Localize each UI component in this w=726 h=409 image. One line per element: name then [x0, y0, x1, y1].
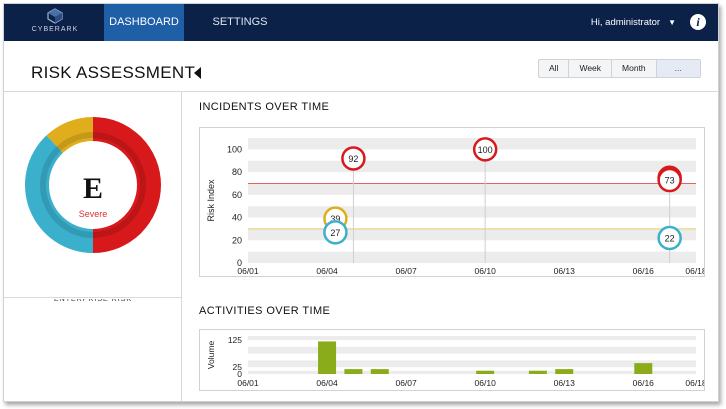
- incident-point-label: 92: [348, 154, 358, 164]
- tab-settings[interactable]: SETTINGS: [212, 16, 268, 28]
- incident-point-label: 27: [330, 228, 340, 238]
- x-tick-label: 06/01: [237, 378, 259, 388]
- activity-bar: [476, 370, 495, 374]
- donut-segment-red: [93, 117, 161, 253]
- cyberark-logo[interactable]: CYBERARK: [30, 8, 80, 38]
- y-tick-label: 80: [232, 167, 242, 177]
- top-navbar: CYBERARK DASHBOARD SETTINGS Hi, administ…: [4, 4, 718, 41]
- grid-band: [248, 160, 696, 173]
- info-icon[interactable]: i: [690, 14, 706, 30]
- filter-month-button[interactable]: Month: [612, 60, 657, 77]
- user-greeting: Hi, administrator: [590, 17, 661, 28]
- grid-band: [248, 206, 696, 218]
- x-tick-label: 06/04: [316, 266, 338, 276]
- risk-severity: Severe: [78, 209, 108, 219]
- collapse-arrow-icon[interactable]: [194, 67, 201, 79]
- activities-chart-box: 0 25 125 Volume 06/01 06/04 06/07 06/10 06/13 06/…: [199, 329, 707, 391]
- incidents-title: INCIDENTS OVER TIME: [199, 101, 330, 113]
- grid-band: [248, 251, 696, 263]
- page-header: RISK ASSESSMENT All Week Month ...: [4, 41, 718, 92]
- grid-band: [248, 370, 696, 374]
- y-tick-label: 125: [228, 335, 242, 345]
- activity-bar: [370, 369, 389, 374]
- x-tick-label: 06/10: [475, 378, 497, 388]
- grid-band: [248, 360, 696, 368]
- logo-cube-icon: [47, 8, 63, 24]
- y-tick-label: 20: [232, 235, 242, 245]
- x-tick-label: 06/13: [554, 378, 576, 388]
- logo-text: CYBERARK: [31, 26, 79, 33]
- donut-center: [50, 142, 136, 228]
- truncated-label: ENTERPRISE RISK: [54, 299, 133, 303]
- grid-band: [248, 336, 696, 341]
- x-tick-label: 06/16: [633, 266, 655, 276]
- activity-bar: [528, 370, 547, 374]
- donut-segment-teal: [24, 135, 94, 253]
- donut-inner-shade: [92, 132, 146, 238]
- time-filter-group: All Week Month ...: [538, 59, 701, 78]
- y-tick-label: 40: [232, 213, 242, 223]
- risk-donut-chart[interactable]: [4, 92, 182, 292]
- risk-grade: E: [82, 172, 103, 205]
- user-menu[interactable]: Hi, administrator ▼: [591, 4, 676, 41]
- incident-point-label: 22: [665, 234, 675, 244]
- filter-more-button[interactable]: ...: [656, 60, 700, 77]
- risk-summary-panel: E Severe ENTERPRISE RISK: [4, 92, 182, 401]
- incident-point-label: 73: [665, 176, 675, 186]
- incident-point: [657, 225, 682, 251]
- incident-point: [341, 146, 366, 171]
- y-tick-label: 25: [233, 362, 243, 372]
- donut-inner-shade: [40, 146, 94, 238]
- x-tick-label: 06/07: [395, 378, 417, 388]
- x-tick-label: 06/16: [633, 378, 655, 388]
- filter-week-button[interactable]: Week: [569, 60, 613, 77]
- caret-down-icon: ▼: [668, 18, 676, 27]
- app-window: CYBERARK DASHBOARD SETTINGS Hi, administ…: [3, 3, 719, 402]
- y-axis-label: Volume: [206, 341, 216, 370]
- incident-point-label: 100: [478, 145, 493, 155]
- donut-segment-gold: [46, 117, 93, 153]
- donut-inner-shade: [56, 132, 94, 151]
- x-tick-label: 06/13: [554, 266, 576, 276]
- activity-bar: [318, 341, 337, 374]
- x-tick-label: 06/18: [685, 266, 704, 276]
- grid-band: [248, 183, 696, 195]
- y-tick-label: 100: [227, 144, 242, 154]
- grid-band: [248, 346, 696, 354]
- activity-bar: [555, 369, 574, 374]
- x-tick-label: 06/10: [475, 266, 497, 276]
- page-title: RISK ASSESSMENT: [31, 63, 196, 82]
- grid-band: [248, 228, 696, 241]
- activity-bar: [344, 369, 363, 374]
- x-tick-label: 06/01: [237, 266, 259, 276]
- x-tick-label: 06/07: [395, 266, 417, 276]
- y-tick-label: 60: [232, 190, 242, 200]
- incident-point: [323, 220, 348, 245]
- activity-bar: [634, 363, 653, 374]
- activities-chart: 025 125 Volume 06/01 06/04 06/07 06/10 06/13 06/…: [206, 335, 707, 388]
- x-tick-label: 06/04: [316, 378, 338, 388]
- incident-point: [472, 137, 498, 162]
- divider: [4, 297, 182, 298]
- activities-title: ACTIVITIES OVER TIME: [199, 305, 331, 317]
- incidents-chart: 0 20 40 60 80 100 Risk Index 06/01 06/04 06/07 06/…: [206, 137, 707, 276]
- incident-point: [657, 167, 682, 193]
- incident-point-label: 39: [330, 214, 340, 224]
- x-tick-label: 06/18: [685, 378, 704, 388]
- y-axis-label: Risk Index: [206, 179, 216, 222]
- y-tick-label: 0: [237, 258, 242, 268]
- grid-band: [248, 138, 696, 150]
- incidents-chart-box: 0 20 40 60 80 100 Risk Index 06/01 06/04 06/07 06/…: [199, 127, 707, 277]
- y-tick-label: 0: [237, 369, 242, 379]
- filter-all-button[interactable]: All: [539, 60, 570, 77]
- tab-dashboard[interactable]: DASHBOARD: [104, 4, 184, 41]
